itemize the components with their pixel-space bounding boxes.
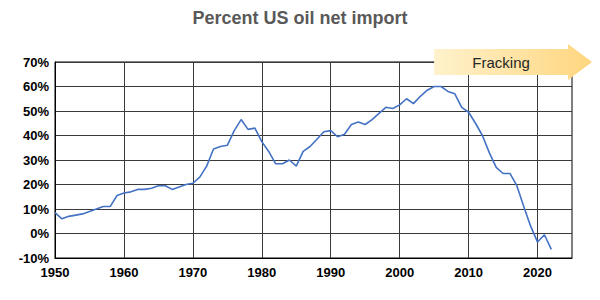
- svg-text:60%: 60%: [23, 79, 49, 94]
- svg-text:1980: 1980: [247, 265, 276, 280]
- svg-text:1950: 1950: [41, 265, 70, 280]
- svg-text:2000: 2000: [385, 265, 414, 280]
- svg-text:Fracking: Fracking: [472, 54, 530, 71]
- svg-text:70%: 70%: [23, 55, 49, 70]
- svg-text:20%: 20%: [23, 177, 49, 192]
- svg-text:2020: 2020: [523, 265, 552, 280]
- svg-text:40%: 40%: [23, 128, 49, 143]
- svg-text:10%: 10%: [23, 202, 49, 217]
- svg-text:30%: 30%: [23, 153, 49, 168]
- svg-text:1990: 1990: [316, 265, 345, 280]
- svg-text:1970: 1970: [178, 265, 207, 280]
- svg-text:0%: 0%: [30, 226, 49, 241]
- svg-text:2010: 2010: [454, 265, 483, 280]
- svg-text:Percent US oil net import: Percent US oil net import: [192, 8, 407, 28]
- svg-text:50%: 50%: [23, 104, 49, 119]
- svg-text:1960: 1960: [109, 265, 138, 280]
- svg-text:-10%: -10%: [19, 251, 50, 266]
